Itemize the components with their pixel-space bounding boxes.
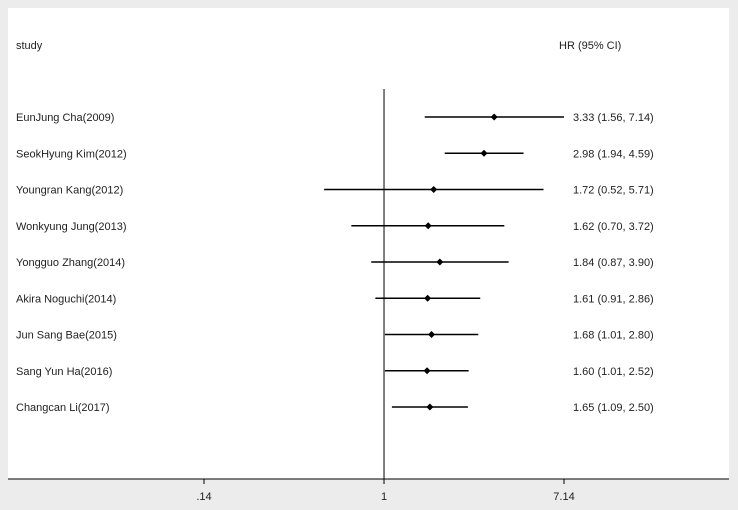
hr-ci-label: 1.72 (0.52, 5.71): [573, 185, 654, 197]
hr-ci-label: 1.65 (1.09, 2.50): [573, 402, 654, 414]
point-estimate-marker: [480, 149, 488, 157]
study-label: EunJung Cha(2009): [16, 112, 114, 124]
plot-panel: [8, 8, 729, 479]
point-estimate-marker: [424, 294, 432, 302]
point-estimate-marker: [424, 222, 432, 230]
hr-ci-label: 1.61 (0.91, 2.86): [573, 293, 654, 305]
point-estimate-marker: [423, 367, 431, 375]
x-tick-label: 7.14: [553, 491, 574, 503]
hr-column-header: HR (95% CI): [559, 40, 621, 52]
study-label: Wonkyung Jung(2013): [16, 221, 126, 233]
hr-ci-label: 2.98 (1.94, 4.59): [573, 148, 654, 160]
chart-marks: .14 1 7.14 EunJung Cha(2009) 3.33 (1.56, 7.1…: [8, 89, 729, 503]
point-estimate-marker: [490, 113, 498, 121]
point-estimate-marker: [436, 258, 444, 266]
study-label: Jun Sang Bae(2015): [16, 330, 117, 342]
study-label: Yongguo Zhang(2014): [16, 257, 125, 269]
hr-ci-label: 1.84 (0.87, 3.90): [573, 257, 654, 269]
study-label: Changcan Li(2017): [16, 402, 110, 414]
x-tick-label: 1: [381, 491, 387, 503]
x-tick-label: .14: [196, 491, 211, 503]
hr-ci-label: 1.60 (1.01, 2.52): [573, 366, 654, 378]
hr-ci-label: 1.62 (0.70, 3.72): [573, 221, 654, 233]
point-estimate-marker: [428, 331, 436, 338]
study-column-header: study: [16, 40, 43, 52]
point-estimate-marker: [426, 403, 434, 411]
point-estimate-marker: [430, 186, 438, 193]
study-label: Youngran Kang(2012): [16, 185, 123, 197]
study-label: Akira Noguchi(2014): [16, 293, 116, 305]
hr-ci-label: 1.68 (1.01, 2.80): [573, 330, 654, 342]
hr-ci-label: 3.33 (1.56, 7.14): [573, 112, 654, 124]
study-label: Sang Yun Ha(2016): [16, 366, 112, 378]
study-label: SeokHyung Kim(2012): [16, 148, 127, 160]
